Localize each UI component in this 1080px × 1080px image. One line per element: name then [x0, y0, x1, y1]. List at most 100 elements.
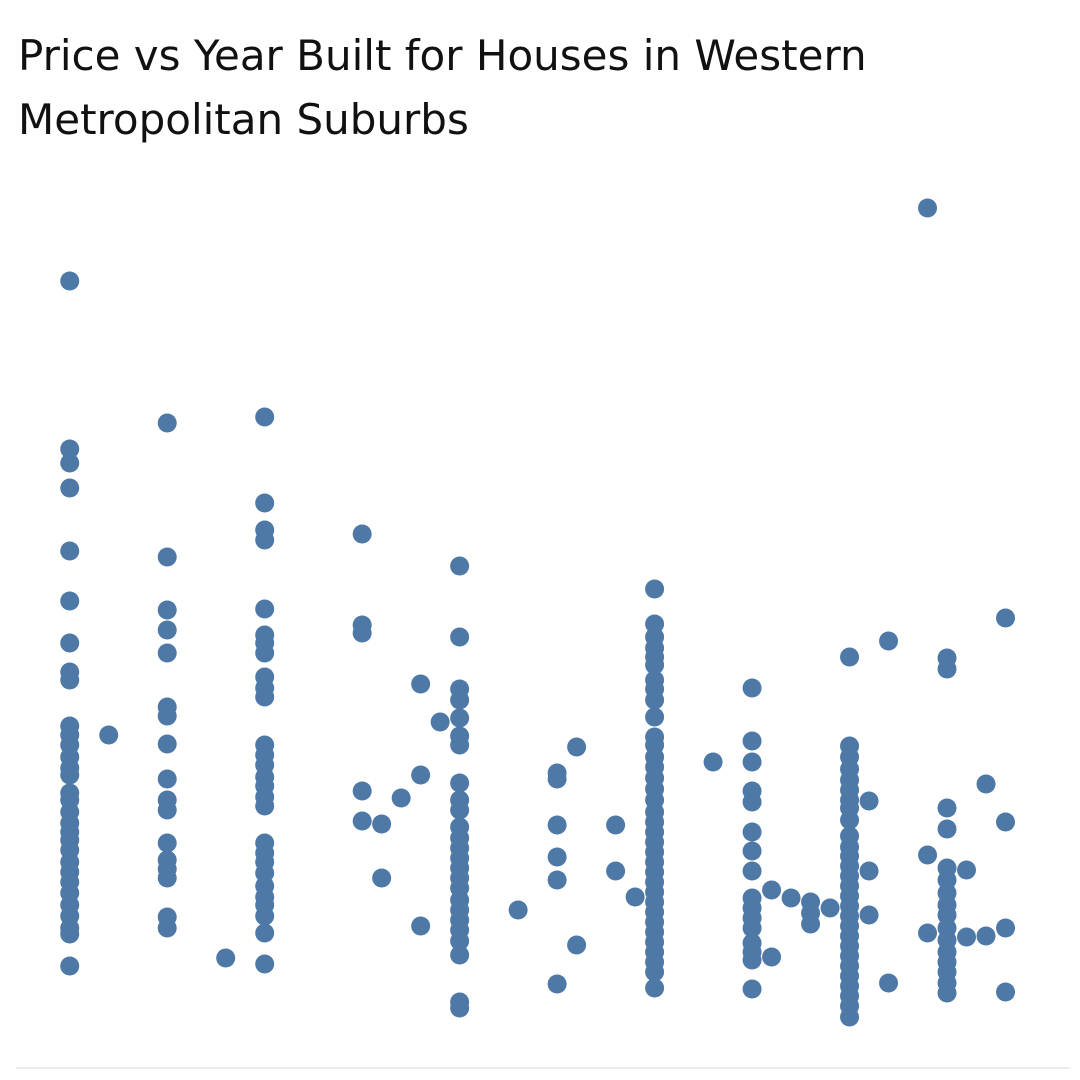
point [840, 647, 860, 667]
point [157, 643, 177, 663]
point [157, 833, 177, 853]
point [937, 905, 957, 925]
point [645, 614, 665, 634]
point [937, 819, 957, 839]
point [157, 918, 177, 938]
point [411, 765, 431, 785]
point [762, 880, 782, 900]
point [450, 556, 470, 576]
point [547, 974, 567, 994]
point [567, 935, 587, 955]
point [918, 845, 938, 865]
point [742, 918, 762, 938]
point [352, 524, 372, 544]
point [645, 579, 665, 599]
point [976, 926, 996, 946]
point [996, 608, 1016, 628]
point [255, 493, 275, 513]
point [372, 814, 392, 834]
point [60, 956, 80, 976]
point [450, 931, 470, 951]
point [645, 962, 665, 982]
point [352, 623, 372, 643]
point [547, 870, 567, 890]
point [255, 923, 275, 943]
point [450, 998, 470, 1018]
point [450, 945, 470, 965]
point [859, 861, 879, 881]
point [645, 690, 665, 710]
point [645, 707, 665, 727]
point [60, 453, 80, 473]
point [976, 774, 996, 794]
point [255, 687, 275, 707]
point [918, 923, 938, 943]
point [60, 478, 80, 498]
point [742, 979, 762, 999]
point [255, 863, 275, 883]
point [411, 674, 431, 694]
point [937, 870, 957, 890]
point [547, 769, 567, 789]
point [99, 725, 119, 745]
point [450, 708, 470, 728]
point [391, 788, 411, 808]
point [879, 631, 899, 651]
point [742, 861, 762, 881]
point [216, 948, 236, 968]
point [352, 781, 372, 801]
point [157, 800, 177, 820]
point [937, 983, 957, 1003]
point [450, 773, 470, 793]
point [742, 822, 762, 842]
point [60, 633, 80, 653]
point [157, 769, 177, 789]
point [157, 547, 177, 567]
point [625, 887, 645, 907]
point [450, 800, 470, 820]
point [157, 413, 177, 433]
point [60, 541, 80, 561]
point [645, 655, 665, 675]
point [742, 752, 762, 772]
point [567, 737, 587, 757]
point [957, 927, 977, 947]
point [430, 712, 450, 732]
point [508, 900, 528, 920]
point [255, 954, 275, 974]
point [996, 812, 1016, 832]
point [859, 905, 879, 925]
point [450, 690, 470, 710]
point [742, 678, 762, 698]
point [859, 791, 879, 811]
point [996, 982, 1016, 1002]
point [255, 530, 275, 550]
chart-title: Price vs Year Built for Houses in Wester… [18, 31, 867, 144]
point [840, 810, 860, 830]
point [255, 407, 275, 427]
point [157, 600, 177, 620]
point [820, 898, 840, 918]
point [60, 591, 80, 611]
point [157, 706, 177, 726]
point [157, 620, 177, 640]
point [781, 888, 801, 908]
point [60, 439, 80, 459]
point [255, 599, 275, 619]
point [742, 841, 762, 861]
point [157, 734, 177, 754]
point [742, 731, 762, 751]
point [255, 796, 275, 816]
point [60, 271, 80, 291]
point [60, 765, 80, 785]
point [840, 1007, 860, 1027]
point [742, 950, 762, 970]
point [937, 798, 957, 818]
point [60, 924, 80, 944]
point [157, 868, 177, 888]
point [801, 914, 821, 934]
point [255, 643, 275, 663]
point [411, 916, 431, 936]
